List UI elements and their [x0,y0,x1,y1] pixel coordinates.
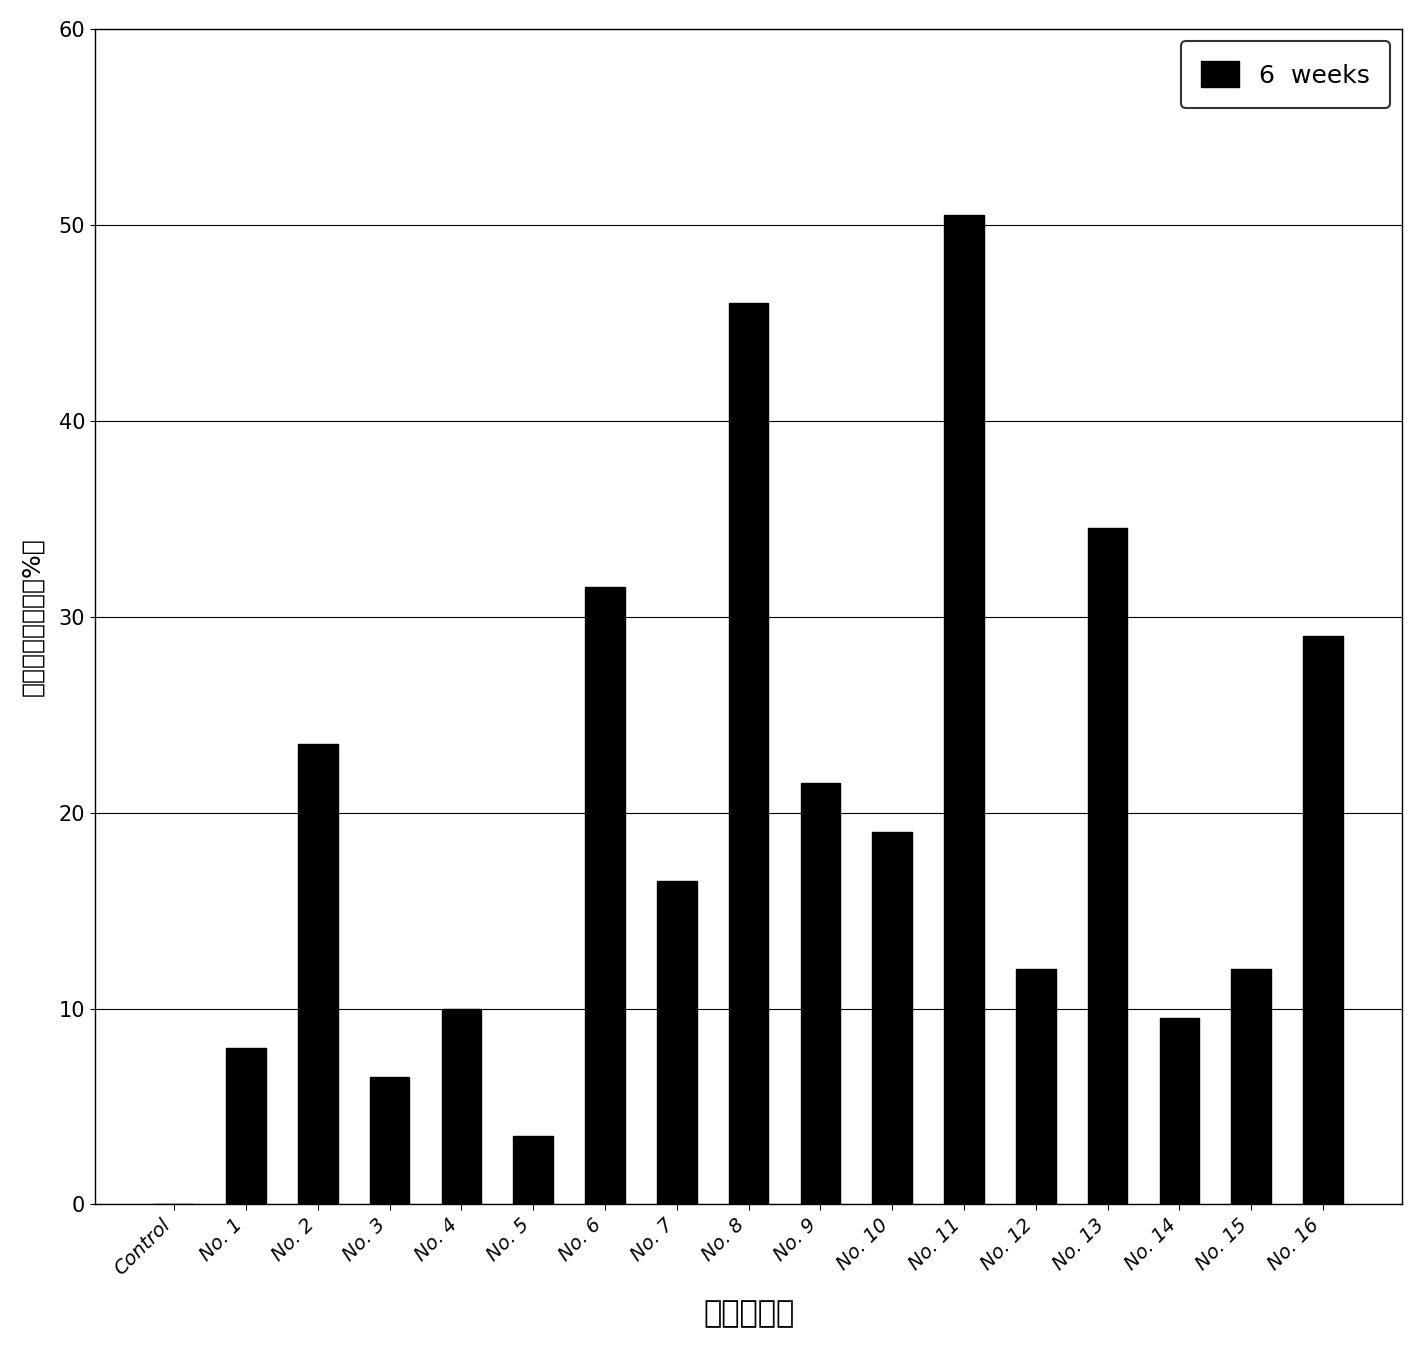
Y-axis label: 细胞克隆形成率（%）: 细胞克隆形成率（%） [21,537,46,696]
Bar [1087,529,1127,1205]
Bar [1016,970,1056,1205]
Bar [1160,1018,1200,1205]
Bar [801,784,840,1205]
Bar [729,304,768,1205]
Bar [657,881,697,1205]
Legend: 6  weeks: 6 weeks [1181,42,1390,108]
Bar [370,1077,410,1205]
Bar [297,745,337,1205]
Bar [585,587,625,1205]
Bar [441,1009,481,1205]
Bar [226,1048,266,1205]
Bar [945,214,983,1205]
Bar [872,832,912,1205]
Bar [514,1136,554,1205]
X-axis label: 化合物代号: 化合物代号 [703,1299,794,1329]
Bar [1231,970,1271,1205]
Bar [1303,637,1343,1205]
